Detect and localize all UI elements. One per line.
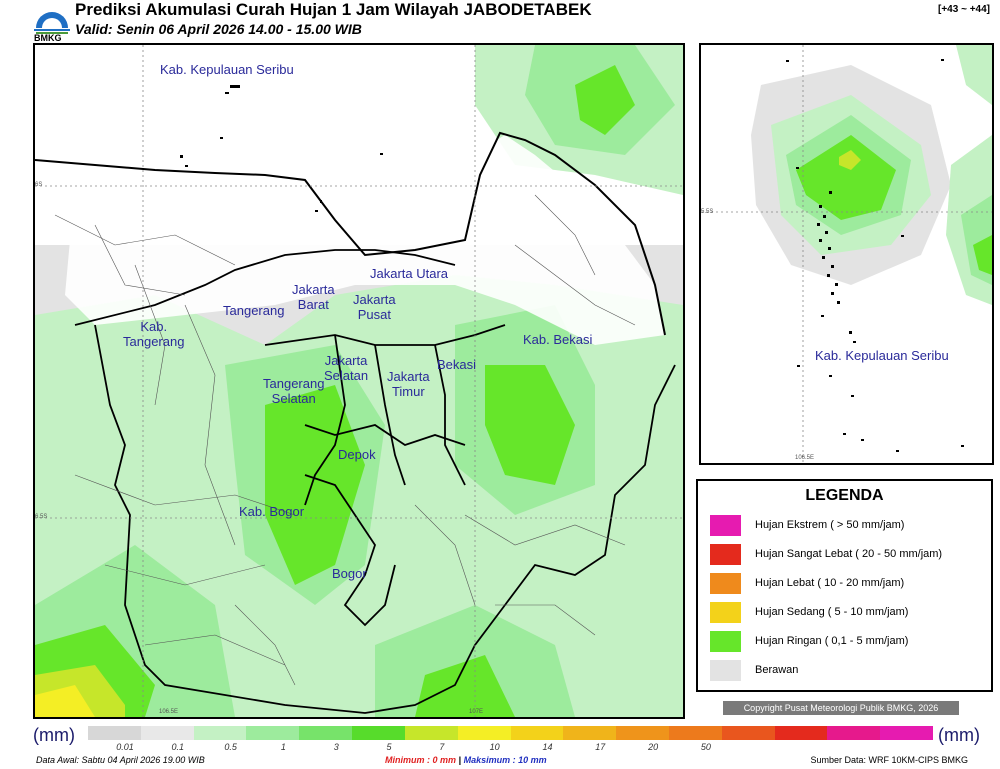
colorbar-tick-label: 0.01: [116, 742, 134, 752]
legend-item-berawan: Berawan: [710, 659, 798, 681]
region-tangerang-selatan: Tangerang Selatan: [263, 376, 325, 406]
colorbar-cell: [352, 726, 405, 740]
region-jakarta-pusat: Jakarta Pusat: [353, 292, 396, 322]
region-depok: Depok: [338, 447, 376, 462]
inset-lat-label: 5.5S: [701, 209, 714, 215]
colorbar-tick-label: 17: [595, 742, 606, 752]
colorbar-cell: [510, 726, 564, 740]
colorbar-cell: [404, 726, 458, 740]
region-jakarta-timur: Jakarta Timur: [387, 369, 430, 399]
logo-label: BMKG: [34, 33, 62, 43]
colorbar-tick-label: 10: [489, 742, 500, 752]
inset-lon-label: 106.5E: [795, 455, 815, 461]
region-kab-bekasi: Kab. Bekasi: [523, 332, 593, 347]
colorbar: [88, 726, 933, 740]
rainfall-overlay: [35, 45, 683, 717]
colorbar-tick-label: 14: [542, 742, 553, 752]
colorbar-cell: [774, 726, 828, 740]
colorbar-cell: [193, 726, 247, 740]
region-kab-bogor: Kab. Bogor: [239, 504, 305, 519]
min-max-summary: Minimum : 0 mm | Maksimum : 10 mm: [385, 755, 547, 765]
colorbar-cell: [299, 726, 353, 740]
legend-swatch: [710, 601, 741, 623]
colorbar-tick-label: 0.5: [224, 742, 237, 752]
region-kab-tangerang: Kab. Tangerang: [123, 319, 185, 349]
colorbar-tick-label: 3: [333, 742, 339, 752]
region-jakarta-barat: Jakarta Barat: [292, 282, 335, 312]
legend-panel: LEGENDA Hujan Ekstrem ( > 50 mm/jam) Huj…: [696, 479, 993, 692]
maksimum-label: Maksimum :: [463, 755, 516, 765]
lat-label-bottom: 6.5S: [35, 514, 48, 520]
legend-label: Hujan Sedang ( 5 - 10 mm/jam): [755, 606, 909, 618]
region-jakarta-selatan: Jakarta Selatan: [324, 353, 369, 383]
colorbar-cell: [616, 726, 669, 740]
copyright-notice: Copyright Pusat Meteorologi Publik BMKG,…: [723, 701, 959, 715]
lon-label-left: 106.5E: [159, 709, 179, 715]
colorbar-cell: [88, 726, 141, 740]
lat-label-top: 6S: [35, 182, 43, 188]
legend-label: Hujan Lebat ( 10 - 20 mm/jam): [755, 577, 905, 589]
colorbar-cell: [563, 726, 617, 740]
colorbar-tick-label: 50: [700, 742, 711, 752]
legend-swatch: [710, 659, 741, 681]
region-jakarta-utara: Jakarta Utara: [370, 266, 449, 281]
region-kab-kepulauan-seribu: Kab. Kepulauan Seribu: [160, 62, 294, 77]
region-bekasi: Bekasi: [437, 357, 477, 372]
colorbar-unit-left: (mm): [33, 725, 75, 745]
colorbar-tick-label: 5: [386, 742, 392, 752]
legend-item-ringan: Hujan Ringan ( 0,1 - 5 mm/jam): [710, 630, 908, 652]
legend-item-ekstrem: Hujan Ekstrem ( > 50 mm/jam): [710, 514, 904, 536]
main-map[interactable]: Kab. Kepulauan Seribu Jakarta Utara Jaka…: [33, 43, 685, 719]
maksimum-value: 10 mm: [518, 755, 547, 765]
data-awal-label: Data Awal: Sabtu 04 April 2026 19.00 WIB: [36, 755, 205, 765]
legend-label: Hujan Ringan ( 0,1 - 5 mm/jam): [755, 635, 909, 647]
separator: |: [458, 755, 462, 765]
colorbar-cell: [827, 726, 881, 740]
data-source-label: Sumber Data: WRF 10KM-CIPS BMKG: [810, 755, 968, 765]
legend-label: Hujan Sangat Lebat ( 20 - 50 mm/jam): [755, 548, 943, 560]
forecast-range-label: [+43 ~ +44]: [938, 4, 990, 15]
colorbar-cell: [140, 726, 194, 740]
legend-swatch: [710, 543, 741, 565]
colorbar-unit-right: (mm): [938, 725, 980, 745]
colorbar-cell: [880, 726, 933, 740]
legend-swatch: [710, 514, 741, 536]
inset-region-kab-kepulauan-seribu: Kab. Kepulauan Seribu: [815, 348, 949, 363]
lon-label-right: 107E: [469, 709, 484, 715]
legend-swatch: [710, 572, 741, 594]
legend-swatch: [710, 630, 741, 652]
region-bogor: Bogor: [332, 566, 367, 581]
colorbar-tick-label: 1: [280, 742, 286, 752]
legend-label: Hujan Ekstrem ( > 50 mm/jam): [755, 519, 905, 531]
colorbar-cell: [721, 726, 775, 740]
colorbar-tick-label: 20: [648, 742, 659, 752]
minimum-label: Minimum :: [385, 755, 430, 765]
page-subtitle: Valid: Senin 06 April 2026 14.00 - 15.00…: [75, 21, 362, 37]
colorbar-cell: [668, 726, 722, 740]
colorbar-tick-label: 7: [439, 742, 445, 752]
colorbar-cell: [457, 726, 511, 740]
legend-title: LEGENDA: [805, 487, 884, 504]
inset-map[interactable]: Kab. Kepulauan Seribu 5.5S 106.5E: [699, 43, 994, 465]
bmkg-logo: [34, 12, 70, 34]
legend-item-sangat-lebat: Hujan Sangat Lebat ( 20 - 50 mm/jam): [710, 543, 942, 565]
page-title: Prediksi Akumulasi Curah Hujan 1 Jam Wil…: [75, 0, 592, 19]
inset-rainfall-overlay: [701, 45, 992, 463]
colorbar-tick-label: 0.1: [171, 742, 185, 752]
legend-item-sedang: Hujan Sedang ( 5 - 10 mm/jam): [710, 601, 908, 623]
region-tangerang: Tangerang: [223, 303, 285, 318]
legend-item-lebat: Hujan Lebat ( 10 - 20 mm/jam): [710, 572, 904, 594]
legend-label: Berawan: [755, 664, 799, 676]
minimum-value: 0 mm: [432, 755, 457, 765]
colorbar-cell: [246, 726, 300, 740]
